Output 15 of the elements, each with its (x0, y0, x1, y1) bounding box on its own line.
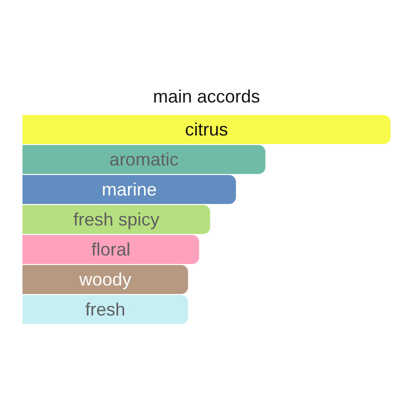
y-tick-label: floral (91, 240, 130, 260)
bar (22, 174, 236, 204)
y-tick-label: citrus (185, 120, 228, 140)
bar (22, 114, 390, 144)
bar (22, 144, 266, 174)
bar (22, 264, 188, 294)
chart-title: main accords (152, 86, 260, 106)
y-tick-label: marine (102, 180, 157, 200)
y-tick-label: aromatic (109, 150, 178, 170)
y-tick-label: woody (78, 270, 132, 290)
bar (22, 204, 210, 234)
bar (22, 234, 200, 264)
bar (22, 294, 188, 324)
y-tick-label: fresh spicy (73, 210, 160, 230)
y-tick-label: fresh (85, 300, 126, 320)
